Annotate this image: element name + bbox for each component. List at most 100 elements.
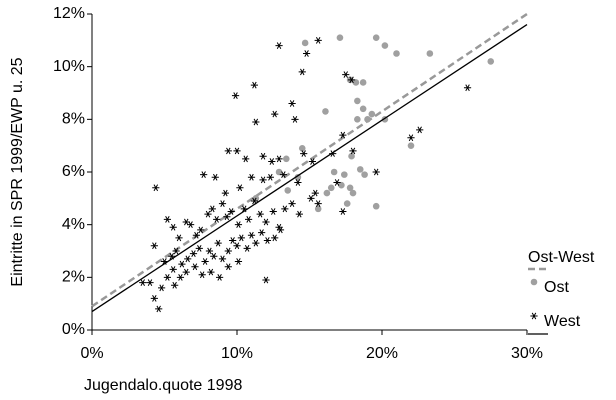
point [314, 205, 322, 213]
point [283, 155, 290, 163]
point [189, 250, 198, 258]
point [224, 247, 232, 255]
point [155, 305, 163, 313]
legend-label: Ost-West [528, 249, 595, 266]
point [191, 263, 199, 271]
point [182, 268, 190, 276]
point [184, 255, 192, 263]
point [338, 181, 345, 189]
point [150, 242, 158, 250]
point [275, 155, 283, 163]
point [314, 36, 322, 44]
point [139, 279, 147, 286]
point [201, 258, 209, 265]
point [234, 221, 243, 229]
point [300, 150, 308, 157]
point [341, 171, 348, 178]
legend-swatch [530, 312, 538, 320]
point [342, 71, 350, 78]
point [247, 231, 256, 239]
point [364, 116, 371, 123]
y-tick-label: 0% [62, 321, 85, 338]
point [372, 34, 380, 41]
point [323, 189, 331, 197]
point [301, 39, 309, 47]
point [356, 166, 364, 173]
point [426, 50, 434, 57]
point [178, 260, 186, 268]
point [268, 158, 276, 165]
point [229, 237, 237, 244]
point [381, 42, 389, 49]
point [171, 281, 179, 289]
point [333, 179, 341, 186]
point [346, 184, 354, 192]
legend-label: West [544, 313, 581, 330]
point [349, 189, 357, 197]
point [169, 266, 177, 273]
point [349, 147, 357, 155]
point [348, 152, 355, 160]
point [311, 189, 319, 197]
point [218, 255, 227, 263]
point [218, 200, 227, 207]
point [197, 226, 205, 234]
point [288, 200, 296, 207]
point [204, 210, 212, 218]
point [208, 205, 216, 213]
point [407, 134, 415, 142]
point [269, 208, 277, 215]
point [322, 108, 329, 115]
point [303, 50, 311, 57]
point [256, 210, 264, 218]
point [275, 42, 283, 49]
point [294, 179, 302, 186]
x-tick-label: 10% [221, 345, 253, 362]
x-tick-label: 0% [80, 345, 103, 362]
point [233, 242, 241, 250]
point [247, 173, 256, 181]
point [271, 110, 279, 118]
point [200, 171, 208, 179]
y-tick-label: 6% [62, 163, 85, 180]
y-tick-label: 10% [53, 58, 85, 75]
point [343, 200, 351, 207]
point [307, 194, 315, 202]
point [245, 216, 253, 223]
point [352, 79, 360, 86]
point [354, 116, 361, 123]
point [327, 184, 335, 192]
point [288, 100, 296, 107]
point [262, 276, 270, 284]
y-tick-label: 8% [62, 111, 85, 128]
point [298, 145, 306, 152]
point [195, 244, 203, 252]
y-tick-label: 4% [62, 216, 85, 233]
x-tick-label: 20% [366, 345, 398, 362]
point [330, 168, 338, 176]
point [214, 239, 222, 247]
point [372, 202, 380, 210]
point [252, 239, 260, 247]
point [407, 142, 415, 149]
point [359, 79, 367, 86]
point [339, 131, 347, 139]
point [361, 171, 368, 178]
point [187, 221, 195, 229]
point [233, 147, 241, 155]
point [152, 184, 160, 192]
point [221, 189, 229, 197]
point [294, 173, 302, 181]
point [276, 226, 285, 234]
point [291, 115, 299, 123]
point [258, 229, 266, 236]
y-axis-title: Eintritte in SPR 1999/EWP u. 25 [9, 57, 26, 286]
point [393, 50, 400, 57]
point [463, 84, 472, 92]
point [354, 97, 361, 105]
point [175, 234, 183, 242]
x-tick-label: 30% [511, 345, 543, 362]
point [308, 158, 316, 165]
point [279, 171, 287, 179]
point [243, 244, 251, 252]
